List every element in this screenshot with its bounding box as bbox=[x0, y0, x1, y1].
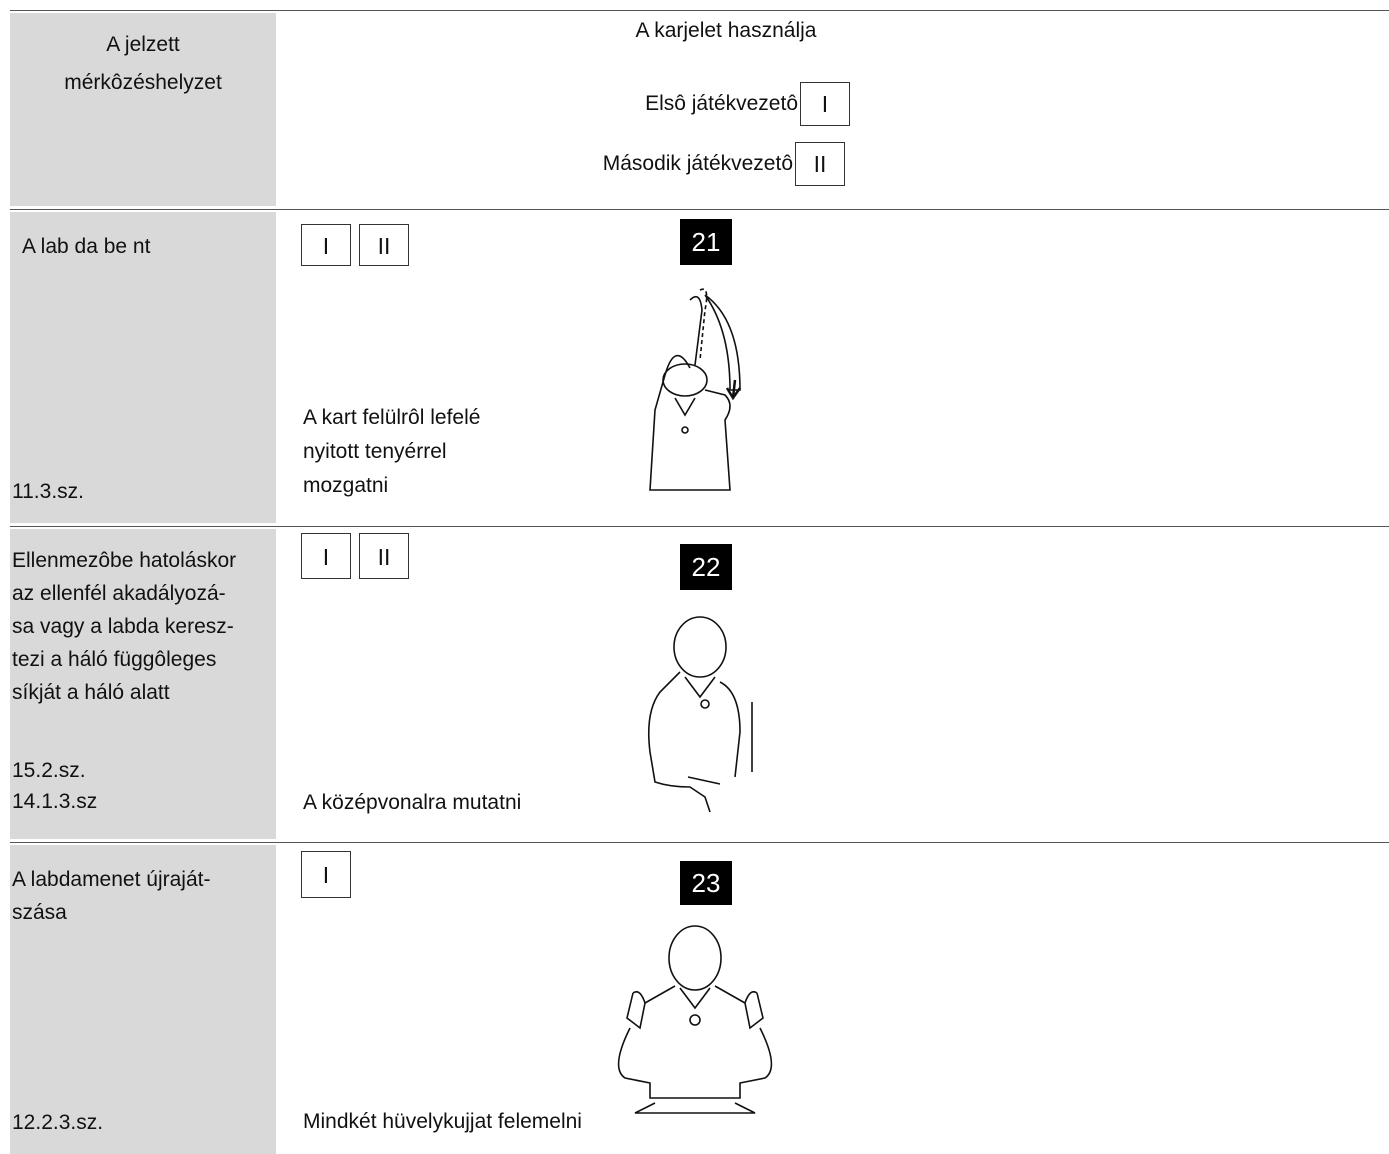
signal-number: 21 bbox=[680, 219, 732, 265]
situation-cell bbox=[10, 529, 276, 839]
situation-cell bbox=[10, 212, 276, 523]
referee-mark: I bbox=[301, 224, 351, 266]
situation: az ellenfél akadályozá- bbox=[12, 582, 226, 605]
referee-mark: II bbox=[795, 142, 845, 186]
referee-mark: II bbox=[359, 224, 409, 266]
referee-label: Második játékvezetô bbox=[602, 152, 793, 175]
header-cell bbox=[10, 13, 276, 206]
description: mozgatni bbox=[303, 474, 389, 497]
description: A kart felülrôl lefelé bbox=[303, 406, 481, 429]
description: A középvonalra mutatni bbox=[303, 791, 522, 814]
reference: 11.3.sz. bbox=[12, 480, 84, 503]
reference: 15.2.sz. bbox=[12, 759, 86, 782]
referee-mark: I bbox=[800, 82, 850, 126]
situation: A labdamenet újraját- bbox=[12, 868, 211, 891]
reference: 14.1.3.sz bbox=[12, 790, 98, 813]
illustration bbox=[647, 616, 753, 813]
rule bbox=[10, 526, 1389, 527]
situation: tezi a háló függôleges bbox=[12, 648, 217, 671]
rule bbox=[10, 842, 1389, 843]
referee-mark: I bbox=[301, 533, 351, 579]
header-used-by: A karjelet használja bbox=[635, 19, 817, 42]
situation-cell bbox=[10, 845, 276, 1154]
situation: A lab da be nt bbox=[22, 235, 151, 258]
signal-number: 23 bbox=[680, 861, 732, 905]
header-situation: A jelzett bbox=[106, 33, 180, 56]
illustration bbox=[617, 925, 773, 1114]
description: Mindkét hüvelykujjat felemelni bbox=[303, 1110, 582, 1133]
referee-label: Elsô játékvezetô bbox=[645, 92, 798, 115]
situation: sa vagy a labda keresz- bbox=[12, 615, 234, 638]
description: nyitott tenyérrel bbox=[303, 440, 447, 463]
referee-mark: II bbox=[359, 533, 409, 579]
situation: síkját a háló alatt bbox=[12, 681, 170, 704]
signal-number: 22 bbox=[680, 544, 732, 590]
reference: 12.2.3.sz. bbox=[12, 1111, 104, 1134]
illustration bbox=[649, 288, 742, 491]
header-situation: mérkôzéshelyzet bbox=[64, 71, 222, 94]
rule bbox=[10, 209, 1389, 210]
situation: Ellenmezôbe hatoláskor bbox=[12, 549, 237, 572]
situation: szása bbox=[12, 901, 67, 924]
rule bbox=[10, 10, 1389, 11]
referee-mark: I bbox=[301, 851, 351, 898]
